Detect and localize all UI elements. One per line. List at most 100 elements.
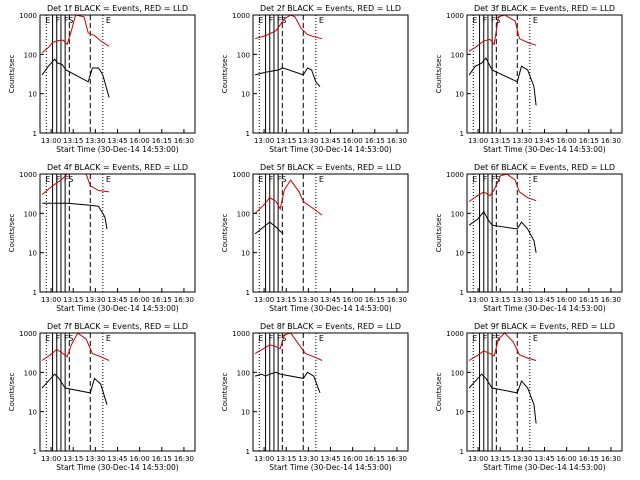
- x-tick-label: 13:15: [63, 137, 83, 145]
- y-tick-label: 1000: [19, 171, 37, 179]
- series-line-lld: [254, 179, 323, 216]
- y-tick-label: 10: [28, 250, 37, 258]
- y-tick-label: 1: [460, 130, 464, 138]
- y-tick-label: 1: [33, 448, 37, 456]
- flag-label: E: [472, 16, 477, 25]
- flag-label: F: [277, 334, 282, 343]
- x-tick-label: 16:15: [579, 137, 599, 145]
- x-tick-label: 16:00: [130, 296, 150, 304]
- flag-label: F: [64, 175, 69, 184]
- flag-label: E: [533, 175, 538, 184]
- flag-label: S: [68, 334, 73, 343]
- flag-label: F: [56, 16, 61, 25]
- y-tick-label: 1000: [19, 330, 37, 338]
- flag-label: S: [495, 175, 500, 184]
- y-tick-label: 10: [241, 91, 250, 99]
- x-tick-label: 16:15: [152, 296, 172, 304]
- y-tick-label: 100: [237, 369, 250, 377]
- series-line-lld: [468, 14, 537, 52]
- series-line-events: [41, 373, 108, 405]
- y-tick-label: 10: [241, 409, 250, 417]
- x-axis-label: Start Time (30-Dec-14 14:53:00): [483, 304, 605, 313]
- x-tick-label: 13:30: [298, 296, 318, 304]
- y-tick-label: 1: [246, 130, 250, 138]
- x-tick-label: 16:30: [601, 455, 621, 463]
- panel-title: Det 4f BLACK = Events, RED = LLD: [47, 163, 188, 172]
- x-tick-label: 13:45: [320, 137, 340, 145]
- x-axis-label: Start Time (30-Dec-14 14:53:00): [269, 304, 391, 313]
- series-line-events: [254, 67, 321, 88]
- x-tick-label: 13:00: [41, 137, 61, 145]
- x-tick-label: 13:15: [276, 137, 296, 145]
- x-tick-label: 13:15: [490, 137, 510, 145]
- x-axis-label: Start Time (30-Dec-14 14:53:00): [56, 145, 178, 154]
- panel-title: Det 9f BLACK = Events, RED = LLD: [474, 322, 615, 331]
- flag-label: E: [106, 334, 111, 343]
- flag-label: E: [319, 175, 324, 184]
- y-axis-label: Counts/sec: [435, 214, 443, 253]
- x-tick-label: 16:15: [152, 455, 172, 463]
- series-line-events: [42, 202, 108, 230]
- y-tick-label: 100: [24, 210, 37, 218]
- series-line-events: [468, 210, 537, 253]
- y-tick-label: 100: [237, 51, 250, 59]
- x-tick-label: 13:30: [85, 296, 105, 304]
- panel-title: Det 2f BLACK = Events, RED = LLD: [260, 4, 401, 13]
- flag-label: F: [56, 175, 61, 184]
- x-tick-label: 16:30: [174, 296, 194, 304]
- x-axis-label: Start Time (30-Dec-14 14:53:00): [56, 304, 178, 313]
- flag-label: E: [106, 16, 111, 25]
- flag-label: E: [258, 175, 263, 184]
- y-tick-label: 1: [33, 289, 37, 297]
- panel-title: Det 3f BLACK = Events, RED = LLD: [474, 4, 615, 13]
- x-tick-label: 16:00: [557, 455, 577, 463]
- flag-label: F: [64, 334, 69, 343]
- x-tick-label: 16:15: [579, 455, 599, 463]
- flag-label: E: [45, 334, 50, 343]
- y-tick-label: 1: [33, 130, 37, 138]
- flag-label: S: [68, 16, 73, 25]
- flag-label: E: [472, 334, 477, 343]
- y-tick-label: 1000: [446, 171, 464, 179]
- y-tick-label: 10: [241, 250, 250, 258]
- flag-label: F: [64, 16, 69, 25]
- y-tick-label: 1000: [232, 12, 250, 20]
- y-tick-label: 10: [455, 91, 464, 99]
- series-line-lld: [254, 332, 323, 361]
- x-tick-label: 16:15: [579, 296, 599, 304]
- x-tick-label: 13:30: [298, 137, 318, 145]
- flag-label: F: [269, 334, 274, 343]
- panel-title: Det 8f BLACK = Events, RED = LLD: [260, 322, 401, 331]
- x-tick-label: 16:15: [365, 296, 385, 304]
- flag-label: E: [258, 334, 263, 343]
- x-tick-label: 13:00: [41, 455, 61, 463]
- flag-label: F: [277, 175, 282, 184]
- y-tick-label: 1: [246, 448, 250, 456]
- x-axis-label: Start Time (30-Dec-14 14:53:00): [483, 463, 605, 472]
- x-tick-label: 13:00: [468, 137, 488, 145]
- flag-label: F: [269, 175, 274, 184]
- y-axis-label: Counts/sec: [8, 55, 16, 94]
- x-tick-label: 16:00: [343, 455, 363, 463]
- x-tick-label: 13:45: [534, 455, 554, 463]
- x-tick-label: 13:15: [490, 296, 510, 304]
- flag-label: F: [491, 334, 496, 343]
- y-tick-label: 100: [451, 51, 464, 59]
- flag-label: F: [491, 175, 496, 184]
- series-line-lld: [41, 332, 110, 361]
- flag-label: E: [319, 334, 324, 343]
- panel-title: Det 7f BLACK = Events, RED = LLD: [47, 322, 188, 331]
- y-axis-label: Counts/sec: [8, 214, 16, 253]
- y-axis-label: Counts/sec: [221, 373, 229, 412]
- y-tick-label: 1: [460, 289, 464, 297]
- x-tick-label: 13:30: [512, 137, 532, 145]
- x-tick-label: 13:45: [534, 137, 554, 145]
- y-axis-label: Counts/sec: [221, 55, 229, 94]
- x-tick-label: 16:15: [365, 137, 385, 145]
- x-tick-label: 13:15: [490, 455, 510, 463]
